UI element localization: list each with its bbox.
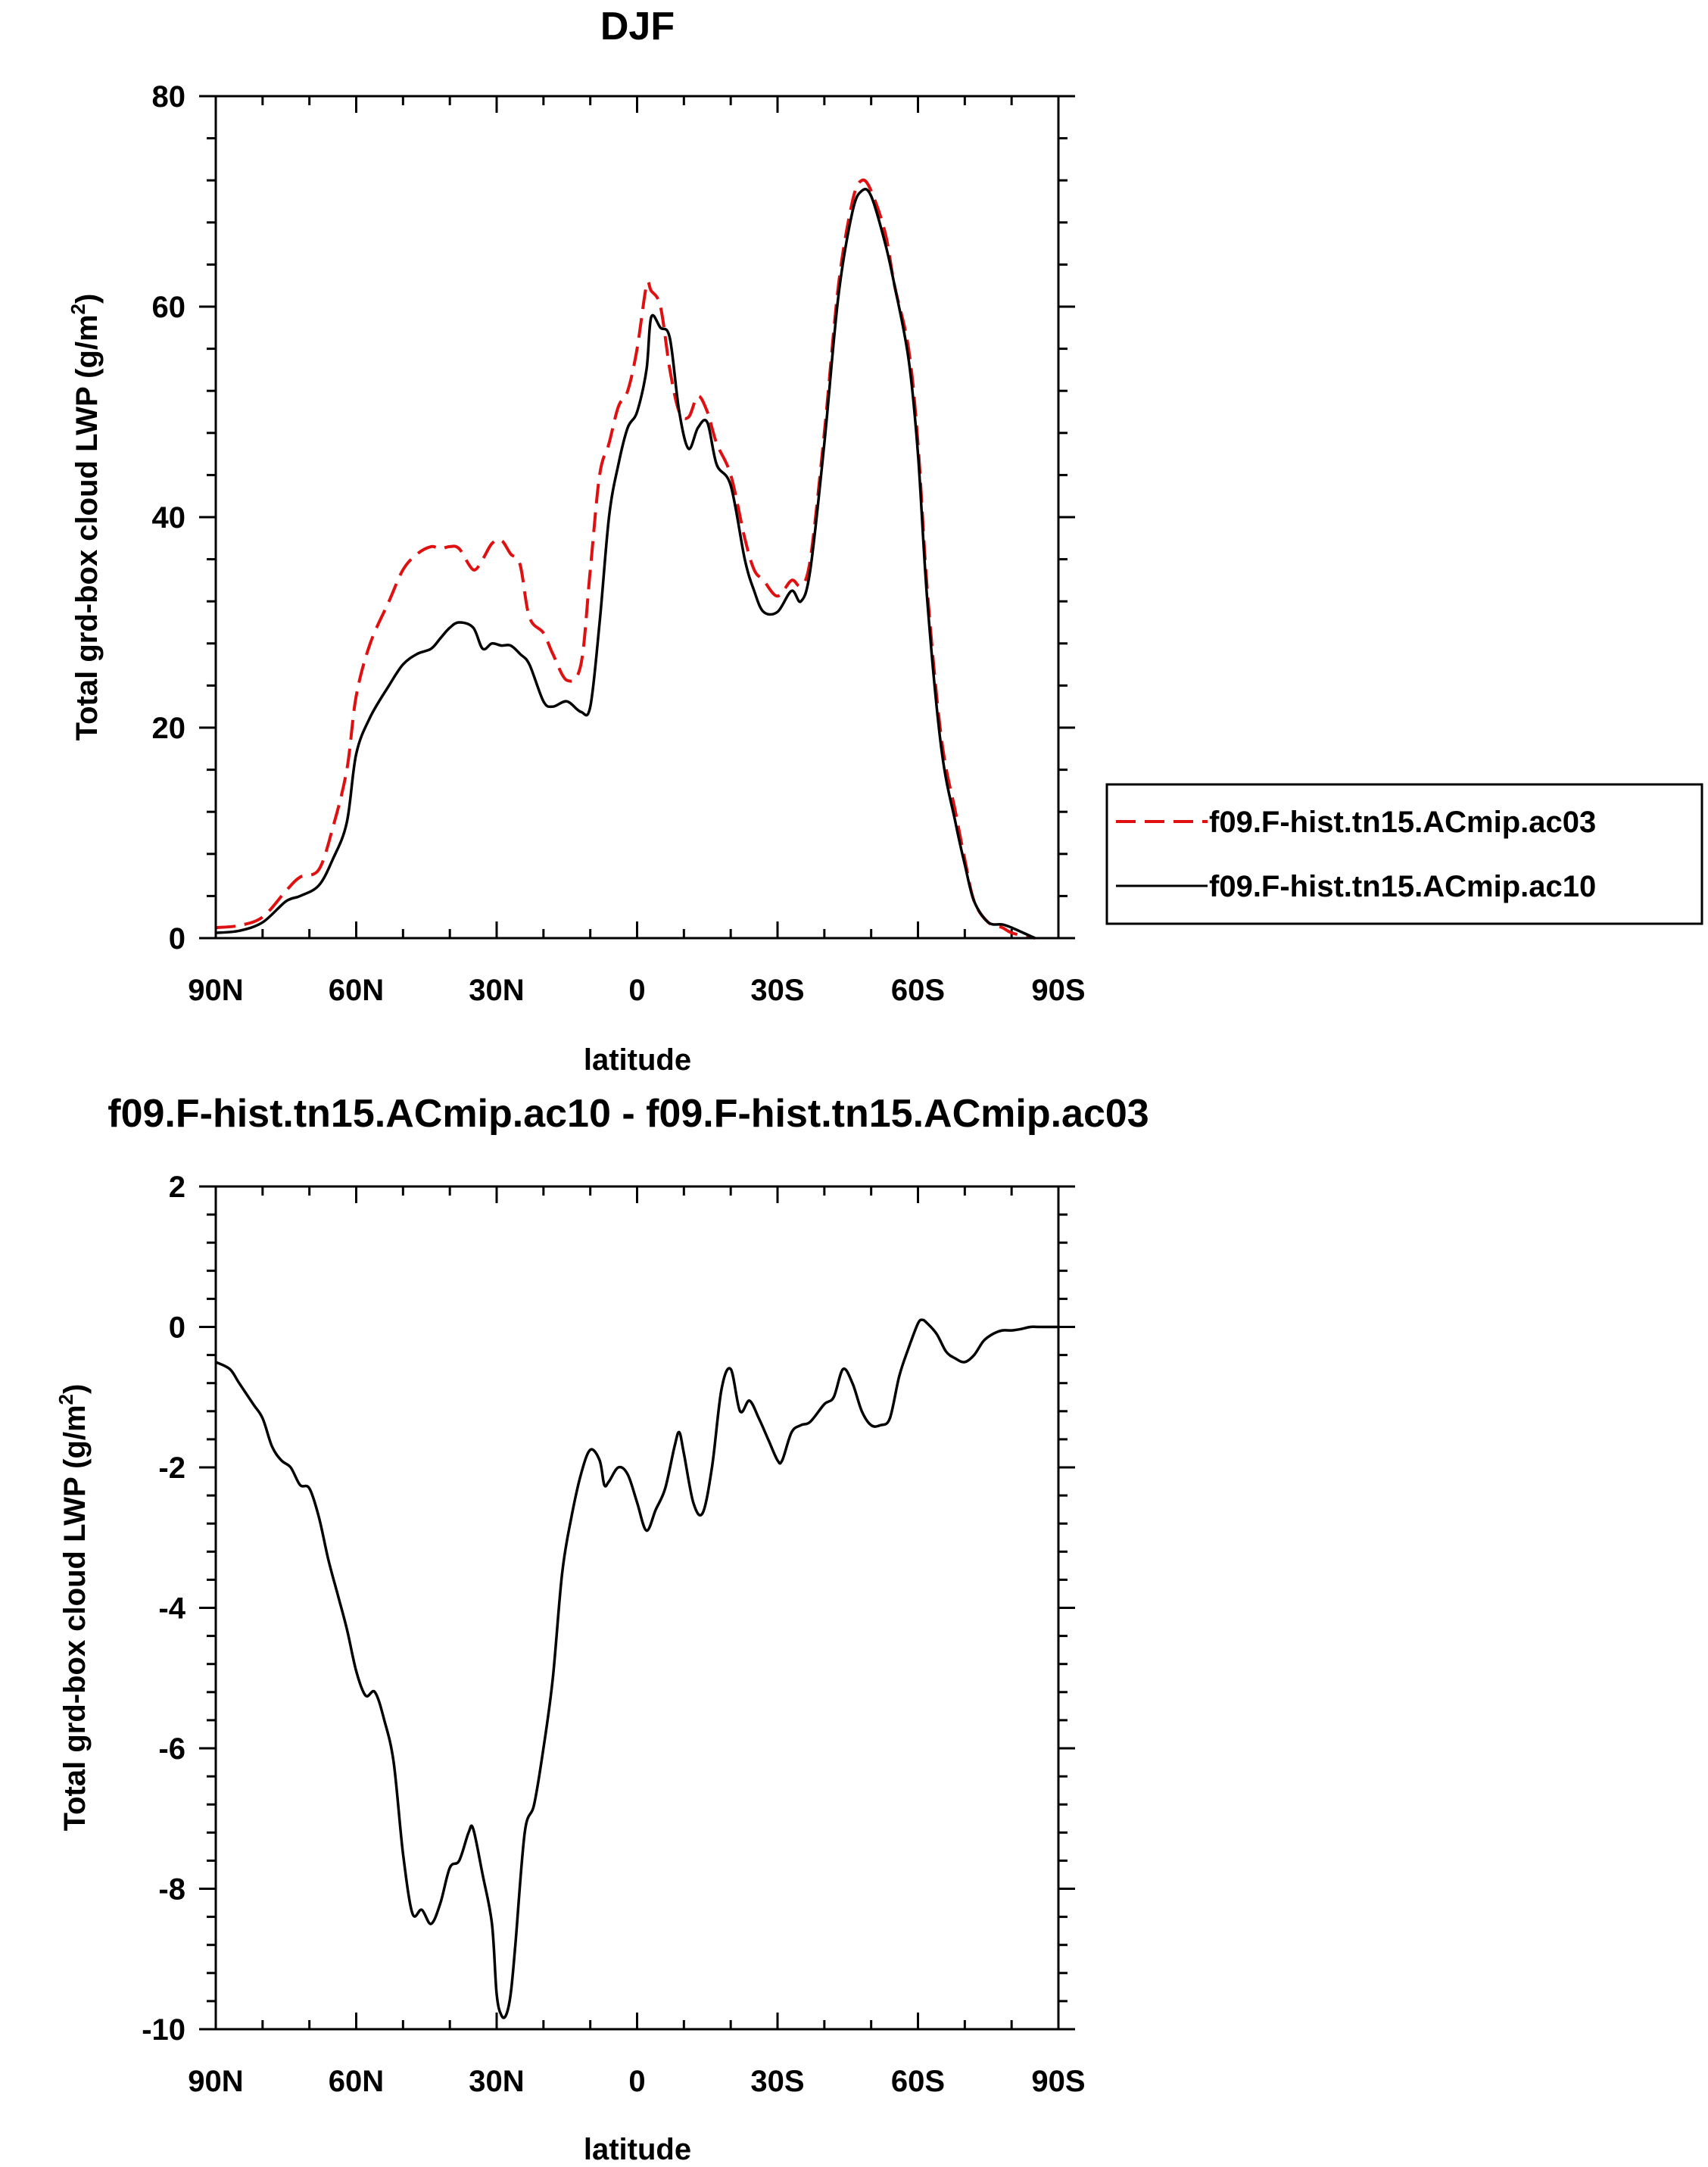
legend-box [1105,783,1703,925]
bottom-ytick-label: -2 [158,1451,185,1485]
bottom-y-label-sup: 2 [55,1394,77,1405]
top-series [215,178,1036,940]
top-series-line-1 [215,178,1036,940]
top-ticks [199,95,1075,940]
bottom-xtick-label: 30N [469,2065,524,2098]
bottom-xtick-label: 60S [891,2065,945,2098]
bottom-ytick-label: 2 [169,1171,185,1204]
top-ytick-label: 80 [152,80,186,114]
top-ytick-label: 60 [152,291,186,324]
legend-label-ac03: f09.F-hist.tn15.ACmip.ac03 [1209,806,1596,839]
top-xtick-label: 60N [329,974,384,1007]
top-ytick-label: 0 [169,922,185,956]
top-y-label-main: Total grd-box cloud LWP (g/m [70,314,104,741]
bottom-ytick-label: 0 [169,1311,185,1345]
bottom-series-line-1 [215,1318,1058,2019]
legend: f09.F-hist.tn15.ACmip.ac03 f09.F-hist.tn… [1105,783,1703,925]
top-x-axis-label: latitude [584,1043,691,1077]
bottom-series [215,1318,1058,2019]
top-y-axis-label: Total grd-box cloud LWP (g/m2) [67,294,104,741]
top-ytick-label: 40 [152,501,186,535]
top-xtick-label: 30N [469,974,524,1007]
top-xtick-label: 90N [188,974,243,1007]
bottom-y-label-end: ) [58,1384,92,1394]
bottom-y-axis-label: Total grd-box cloud LWP (g/m2) [55,1384,92,1832]
top-chart-title: DJF [600,5,675,48]
legend-label-ac10: f09.F-hist.tn15.ACmip.ac10 [1209,870,1596,903]
bottom-xtick-label: 60N [329,2065,384,2098]
top-y-label-sup: 2 [67,304,89,314]
bottom-tick-labels: 90N 60N 30N 0 30S 60S 90S -10 -8 -6 -4 -2 0 2 [142,1171,1085,2098]
top-xtick-label: 60S [891,974,945,1007]
bottom-ytick-label: -8 [158,1873,185,1907]
bottom-xtick-label: 30S [750,2065,804,2098]
bottom-panel: f09.F-hist.tn15.ACmip.ac10 - f09.F-hist.… [55,1092,1149,2166]
bottom-y-label-main: Total grd-box cloud LWP (g/m [58,1405,92,1831]
top-y-label-end: ) [70,294,104,304]
bottom-plot-frame [214,1185,1060,2031]
bottom-xtick-label: 90N [188,2065,243,2098]
top-xtick-label: 30S [750,974,804,1007]
top-ytick-label: 20 [152,712,186,745]
top-plot-frame [214,95,1060,940]
bottom-chart-title: f09.F-hist.tn15.ACmip.ac10 - f09.F-hist.… [108,1092,1149,1136]
top-xtick-label: 90S [1031,974,1085,1007]
top-series-line-2 [215,187,1036,940]
top-panel: DJF 90N 60N 30N 0 30S 60S 90S 0 20 40 60 80 latitud… [67,5,1703,1077]
bottom-ytick-label: -10 [142,2013,185,2047]
top-tick-labels: 90N 60N 30N 0 30S 60S 90S 0 20 40 60 80 [152,80,1086,1007]
bottom-ytick-label: -4 [158,1592,185,1626]
top-xtick-label: 0 [628,974,645,1007]
bottom-x-axis-label: latitude [584,2133,691,2166]
bottom-ytick-label: -6 [158,1732,185,1766]
bottom-xtick-label: 0 [628,2065,645,2098]
bottom-xtick-label: 90S [1031,2065,1085,2098]
bottom-ticks [199,1185,1075,2031]
